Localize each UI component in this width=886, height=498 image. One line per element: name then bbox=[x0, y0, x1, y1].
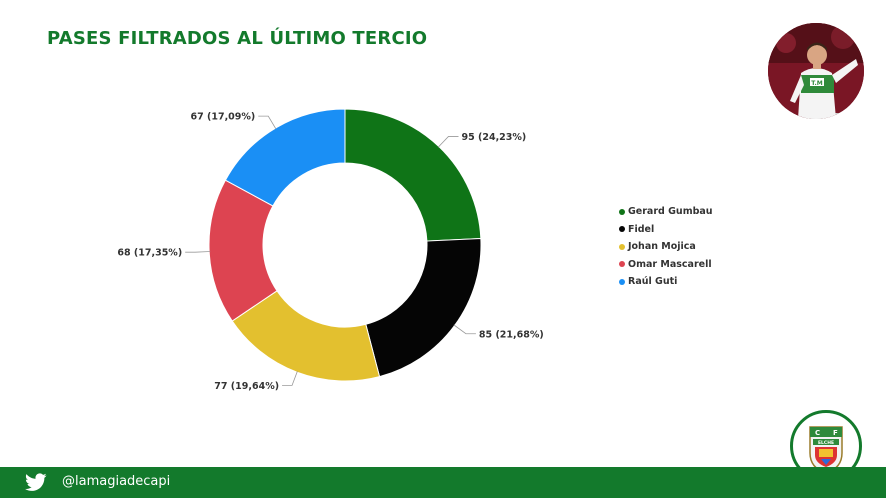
legend-label: Omar Mascarell bbox=[628, 258, 712, 270]
legend-marker bbox=[619, 208, 625, 215]
legend-marker bbox=[619, 261, 625, 268]
crest-letter-c: C bbox=[815, 429, 820, 437]
legend-marker bbox=[619, 243, 625, 250]
data-label: 67 (17,09%) bbox=[190, 112, 255, 123]
jersey-text: T.M bbox=[811, 80, 822, 87]
leader-line bbox=[453, 324, 476, 335]
twitter-icon[interactable] bbox=[25, 473, 47, 492]
crest-text: ELCHE bbox=[818, 440, 834, 446]
legend-item[interactable]: Johan Mojica bbox=[619, 238, 713, 256]
crest-letter-f: F bbox=[833, 429, 838, 437]
data-label: 85 (21,68%) bbox=[479, 329, 544, 340]
legend-item[interactable]: Raúl Guti bbox=[619, 273, 713, 291]
footer-bar: @lamagiadecapi bbox=[0, 467, 886, 498]
legend-marker bbox=[619, 226, 625, 233]
legend-item[interactable]: Gerard Gumbau bbox=[619, 203, 713, 221]
chart-title: PASES FILTRADOS AL ÚLTIMO TERCIO bbox=[47, 28, 428, 49]
legend-label: Fidel bbox=[628, 223, 655, 235]
legend-marker bbox=[619, 278, 625, 285]
slice-ra-l-guti[interactable] bbox=[224, 108, 346, 207]
legend-item[interactable]: Omar Mascarell bbox=[619, 256, 713, 274]
data-label: 68 (17,35%) bbox=[117, 248, 182, 259]
data-label: 95 (24,23%) bbox=[461, 132, 526, 143]
legend-label: Gerard Gumbau bbox=[628, 206, 713, 218]
leader-line bbox=[282, 371, 298, 386]
legend-item[interactable]: Fidel bbox=[619, 221, 713, 239]
leader-line bbox=[185, 251, 211, 253]
twitter-handle[interactable]: @lamagiadecapi bbox=[62, 474, 171, 489]
data-label: 77 (19,64%) bbox=[214, 381, 279, 392]
legend-label: Johan Mojica bbox=[628, 241, 696, 253]
chart-legend: Gerard Gumbau Fidel Johan Mojica Omar Masca… bbox=[619, 203, 713, 291]
slice-fidel[interactable] bbox=[365, 237, 482, 378]
legend-label: Raúl Guti bbox=[628, 276, 678, 288]
slice-gerard-gumbau[interactable] bbox=[344, 108, 482, 242]
player-photo: T.M bbox=[768, 23, 864, 119]
leader-line bbox=[437, 136, 459, 148]
leader-line bbox=[258, 115, 277, 130]
